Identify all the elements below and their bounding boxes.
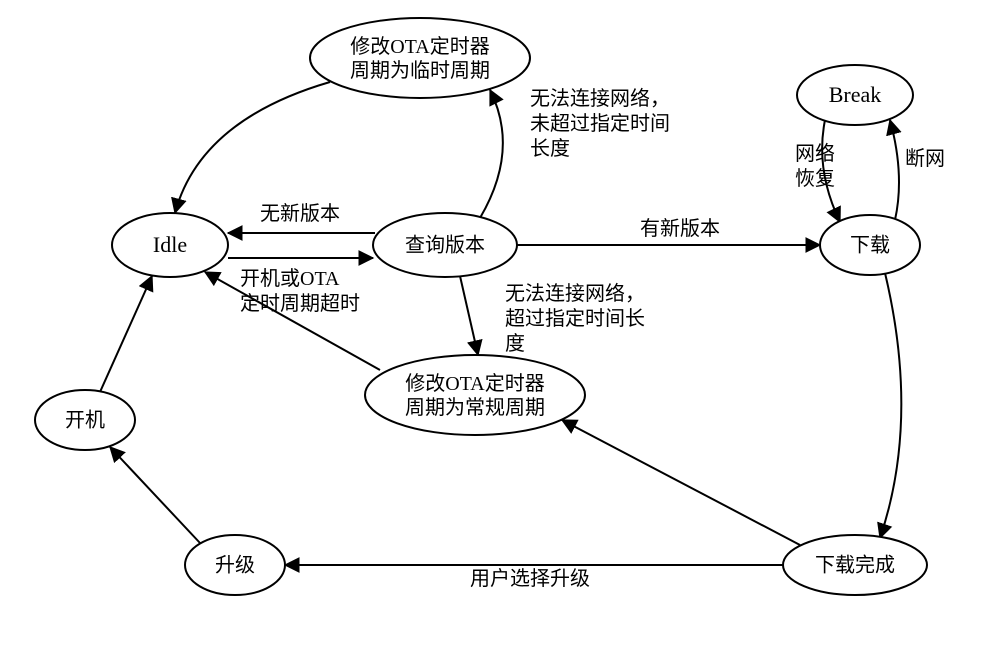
node-break: Break	[797, 65, 913, 125]
edge-done-to-modify-normal	[562, 420, 800, 545]
label-query-to-modify-temp: 无法连接网络， 未超过指定时间 长度	[530, 87, 675, 160]
svg-text:下载完成: 下载完成	[815, 554, 895, 577]
label-query-to-modify-normal: 无法连接网络， 超过指定时间长 度	[505, 282, 650, 355]
state-diagram: 无法连接网络， 未超过指定时间 长度 无新版本 开机或OTA 定时周期超时 有新…	[0, 0, 1000, 650]
edge-upgrade-to-boot	[110, 447, 200, 543]
node-query: 查询版本	[373, 213, 517, 277]
edge-download-to-break	[890, 120, 899, 220]
node-done: 下载完成	[783, 535, 927, 595]
label-query-to-idle: 无新版本	[260, 202, 340, 225]
node-upgrade: 升级	[185, 535, 285, 595]
label-break-to-download: 网络 恢复	[795, 142, 840, 190]
svg-text:Break: Break	[829, 82, 882, 107]
edge-boot-to-idle	[100, 276, 152, 392]
edge-query-to-modify-temp	[480, 90, 503, 218]
node-boot: 开机	[35, 390, 135, 450]
svg-text:下载: 下载	[850, 234, 890, 257]
edge-query-to-modify-normal	[460, 276, 478, 355]
node-download: 下载	[820, 215, 920, 275]
label-download-to-break: 断网	[905, 147, 945, 170]
label-query-to-download: 有新版本	[640, 217, 720, 240]
label-done-to-upgrade: 用户选择升级	[470, 567, 590, 590]
edge-modify-temp-to-idle	[175, 82, 330, 213]
svg-text:Idle: Idle	[153, 232, 187, 257]
node-modify-temp: 修改OTA定时器周期为临时周期	[310, 18, 530, 98]
svg-text:查询版本: 查询版本	[405, 234, 485, 257]
node-modify-normal: 修改OTA定时器周期为常规周期	[365, 355, 585, 435]
label-idle-to-query: 开机或OTA 定时周期超时	[240, 267, 360, 315]
node-idle: Idle	[112, 213, 228, 277]
svg-text:开机: 开机	[65, 409, 105, 432]
svg-text:升级: 升级	[215, 554, 255, 577]
edge-download-to-done	[880, 273, 901, 538]
